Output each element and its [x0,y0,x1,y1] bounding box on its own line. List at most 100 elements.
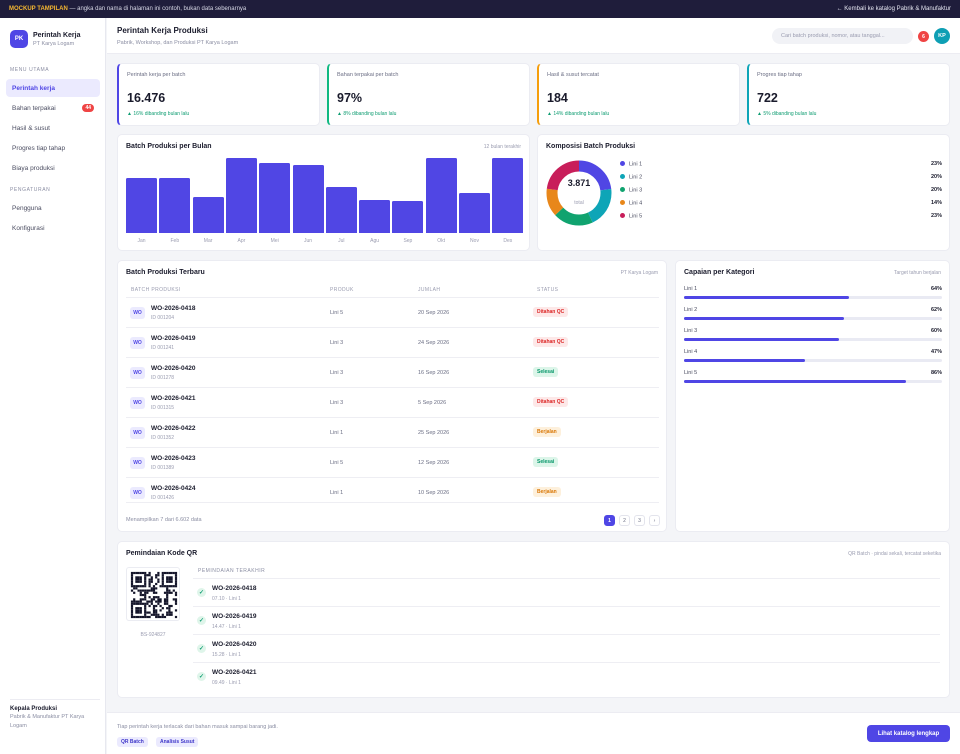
qr-module [152,587,156,590]
qr-module [150,589,153,592]
batch-id: ID 001352 [151,435,175,441]
qr-module [130,600,134,603]
table-row[interactable]: WO WO-2026-0424 ID 001426 Lini 1 10 Sep 2026… [126,477,659,507]
qr-module [150,600,153,603]
qr-module [166,576,169,579]
search-input[interactable]: Cari batch produksi, nomor, atau tanggal… [772,28,913,44]
qr-module [166,591,169,594]
kpi-value: 722 [757,91,778,105]
qr-module [135,571,138,575]
sidebar-item-pengguna[interactable]: Pengguna [6,199,100,217]
qr-module [174,571,178,575]
qr-module [144,593,147,597]
qr-module [148,615,151,619]
qr-module [139,591,142,594]
qr-module [166,613,169,616]
qr-module [174,574,178,577]
notification-badge[interactable]: 6 [918,31,929,42]
qr-module [166,611,169,614]
next-page-button[interactable]: › [649,515,660,526]
sidebar-item-konfigurasi[interactable]: Konfigurasi [6,219,100,237]
qr-module [168,604,171,608]
kpi-label: Perintah kerja per batch [127,72,186,78]
batch-code: WO-2026-0420 [151,365,196,372]
progress-value: 64% [930,286,942,292]
page-1-button[interactable]: 1 [604,515,615,526]
brand[interactable]: PK Perintah Kerja PT Karya Logam [10,30,80,48]
recent-scans-label: PEMINDAIAN TERAKHIR [198,568,266,574]
sidebar-item-label: Pengguna [12,204,42,212]
qr-module [161,576,164,579]
qr-module [141,589,145,592]
table-row[interactable]: WO WO-2026-0420 ID 001278 Lini 3 16 Sep 2026… [126,357,659,387]
qr-module [137,578,140,581]
qr-module [174,602,178,605]
chart-bar-jan [126,177,157,233]
table-row[interactable]: WO WO-2026-0418 ID 001204 Lini 5 20 Sep 2026… [126,297,659,327]
legend-swatch [620,200,625,205]
qr-module [144,578,147,581]
chart-bar-apr [225,158,257,233]
kpi-delta: ▲ 5% dibanding bulan lalu [757,111,817,117]
batch-code: WO-2026-0419 [151,335,196,342]
sidebar-item-label: Hasil & susut [12,124,50,132]
qr-module [144,607,147,610]
qr-module [163,600,167,603]
progress-row: Lini 3 60% [684,328,942,334]
sidebar-item-hasil-susut[interactable]: Hasil & susut [6,119,100,137]
legend-item: Lini 5 23% [620,213,942,220]
progress-fill [684,380,906,383]
kpi-label: Hasil & susut tercatat [547,72,599,78]
brand-subtitle: PT Karya Logam [33,40,75,47]
qr-module [172,589,175,592]
sidebar-item-biaya[interactable]: Biaya produksi [6,159,100,177]
qr-module [130,574,134,577]
scan-item[interactable]: ✓ WO-2026-0419 14.47 · Lini 1 [193,606,940,634]
qr-module [150,587,153,590]
qr-module [161,613,164,616]
legend-item: Lini 3 20% [620,187,942,194]
user-profile[interactable]: Kepala Produksi Pabrik & Manufaktur PT K… [10,699,100,731]
qr-module [172,585,175,588]
avatar[interactable]: KP [934,28,950,44]
qr-code[interactable] [126,567,180,621]
sidebar-item-progres[interactable]: Progres tiap tahap [6,139,100,157]
qr-module [157,596,160,599]
qr-module [130,607,134,610]
nav-section-settings: PENGATURAN [10,187,51,193]
sidebar-item-perintah-kerja[interactable]: Perintah kerja [6,79,100,97]
qr-code-id: BS-924827 [140,632,166,638]
sidebar-item-bahan-terpakai[interactable]: Bahan terpakai 44 [6,99,100,117]
batch-id: ID 001241 [151,345,175,351]
table-row[interactable]: WO WO-2026-0422 ID 001352 Lini 1 25 Sep 2026… [126,417,659,447]
progress-fill [684,317,844,320]
table-row[interactable]: WO WO-2026-0421 ID 001315 Lini 3 5 Sep 2026 D… [126,387,659,417]
qr-module [139,580,142,583]
legend-value: 23% [930,161,942,167]
scan-item[interactable]: ✓ WO-2026-0421 09.49 · Lini 1 [193,662,940,690]
batch-id: ID 001315 [151,405,175,411]
scan-item[interactable]: ✓ WO-2026-0420 15.28 · Lini 1 [193,634,940,662]
page-3-button[interactable]: 3 [634,515,645,526]
qr-module [137,576,140,579]
qr-module [141,571,145,575]
count-badge: 44 [82,104,94,112]
qr-module [148,578,151,581]
qr-module [135,611,138,614]
chart-tick-label: Mei [270,238,279,244]
sidebar: PK Perintah Kerja PT Karya Logam MENU UT… [0,18,106,754]
table-row[interactable]: WO WO-2026-0419 ID 001241 Lini 3 24 Sep 2026… [126,327,659,357]
back-to-catalog-link[interactable]: ← Kembali ke katalog Pabrik & Manufaktur [836,6,951,12]
table-row[interactable]: WO WO-2026-0423 ID 001389 Lini 5 12 Sep 2026… [126,447,659,477]
view-catalog-button[interactable]: Lihat katalog lengkap [867,725,950,742]
qr-module [139,571,142,575]
qr-module [130,613,134,616]
qr-module [155,596,158,599]
chip-qr-batch[interactable]: QR Batch [117,737,148,747]
qr-module [130,602,134,605]
scan-item[interactable]: ✓ WO-2026-0418 07.10 · Lini 1 [193,578,940,606]
page-2-button[interactable]: 2 [619,515,630,526]
chip-analisis-susut[interactable]: Analisis Susut [156,737,199,747]
qr-module [155,615,158,619]
qr-module [155,600,158,603]
